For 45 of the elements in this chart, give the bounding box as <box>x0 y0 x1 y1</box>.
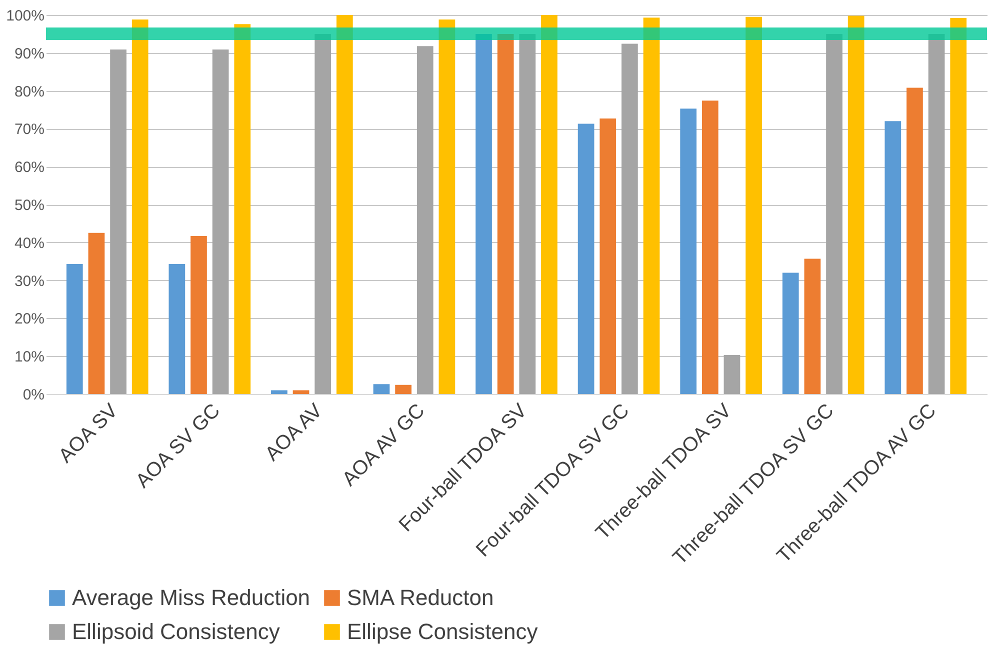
bar <box>702 100 718 394</box>
bar <box>168 264 186 394</box>
y-tick-label: 30% <box>14 272 44 290</box>
bar <box>746 16 762 394</box>
legend-label: Ellipse Consistency <box>347 619 538 644</box>
bar <box>66 264 83 394</box>
y-tick-label: 70% <box>14 121 44 138</box>
y-tick-label: 50% <box>14 197 44 214</box>
bar <box>622 44 638 394</box>
y-tick-label: 40% <box>14 234 44 252</box>
bar <box>541 15 558 394</box>
y-tick-label: 90% <box>14 45 44 62</box>
bar <box>395 384 412 394</box>
legend-label: Ellipsoid Consistency <box>72 619 280 644</box>
bar <box>212 49 229 394</box>
legend-label: SMA Reducton <box>347 585 494 610</box>
bar <box>906 88 923 394</box>
bar <box>336 15 353 394</box>
bar <box>292 390 310 394</box>
bar <box>271 390 288 394</box>
bar <box>190 236 207 394</box>
legend-label: Average Miss Reduction <box>72 585 310 610</box>
bar <box>680 108 697 394</box>
bar <box>884 121 902 394</box>
bar <box>643 18 660 394</box>
y-tick-label: 60% <box>14 159 44 176</box>
bar <box>416 46 434 394</box>
bar <box>88 232 105 394</box>
bar <box>804 258 821 394</box>
bar <box>578 124 594 394</box>
y-tick-label: 100% <box>6 8 44 24</box>
y-tick-label: 80% <box>14 83 44 100</box>
bar <box>724 354 740 394</box>
bar <box>600 118 616 394</box>
bar <box>950 18 967 394</box>
y-tick-label: 0% <box>22 386 44 404</box>
y-tick-label: 20% <box>14 310 44 328</box>
bar <box>132 20 148 394</box>
bar <box>110 49 126 394</box>
bar <box>782 272 799 394</box>
bar <box>373 384 390 394</box>
bar <box>234 24 251 394</box>
y-tick-label: 10% <box>14 348 44 366</box>
bar <box>438 20 456 394</box>
bar <box>848 16 864 394</box>
